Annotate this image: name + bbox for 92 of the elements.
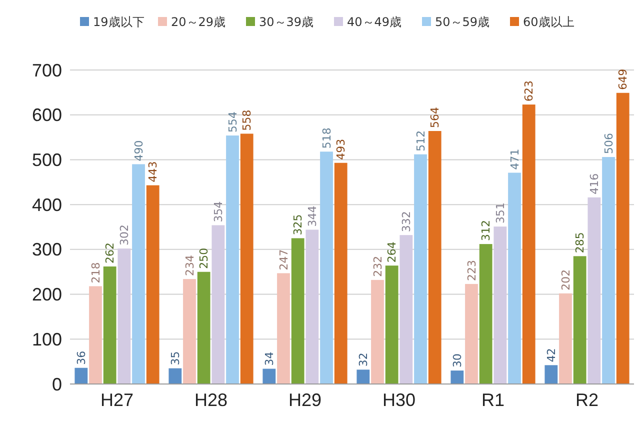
bar (356, 370, 370, 384)
data-label: 554 (226, 111, 240, 132)
bar (385, 266, 398, 384)
bar (240, 134, 254, 384)
data-label: 34 (263, 352, 276, 366)
bar (89, 286, 102, 384)
bar (414, 154, 427, 384)
x-tick-label: R1 (481, 390, 505, 410)
y-tick-label: 400 (32, 194, 62, 215)
data-label: 506 (602, 133, 616, 154)
bar (400, 235, 413, 384)
legend-label: 30～39歳 (259, 15, 314, 30)
bar (508, 172, 521, 384)
x-tick-label: H27 (100, 390, 134, 410)
bar (428, 131, 442, 384)
data-label: 351 (494, 202, 508, 224)
y-tick-label: 300 (32, 240, 62, 260)
legend-label: 50～59歳 (435, 15, 490, 30)
data-label: 558 (240, 110, 254, 131)
legend-label: 40～49歳 (347, 15, 402, 30)
data-label: 36 (75, 350, 88, 365)
data-label: 30 (451, 354, 464, 368)
data-label: 232 (371, 256, 384, 277)
bar (544, 365, 558, 384)
bar (494, 226, 507, 384)
bar (479, 244, 492, 384)
data-label: 285 (574, 232, 587, 254)
data-label: 250 (198, 248, 211, 269)
x-tick-label: H29 (288, 390, 322, 410)
y-tick-label: 200 (32, 284, 62, 305)
legend-label: 19歳以下 (93, 15, 144, 30)
x-tick-label: H30 (382, 390, 416, 410)
y-tick-label: 700 (32, 60, 62, 80)
bar (103, 266, 116, 384)
data-label: 416 (588, 173, 602, 194)
data-label: 493 (334, 138, 348, 160)
y-tick-label: 600 (32, 105, 62, 126)
y-tick-label: 500 (32, 150, 62, 170)
data-label: 564 (428, 107, 442, 128)
y-tick-label: 100 (32, 329, 62, 350)
bar (291, 238, 304, 384)
data-label: 32 (357, 352, 370, 367)
data-label: 234 (183, 255, 196, 276)
bar (559, 293, 572, 384)
data-label: 218 (89, 262, 102, 284)
bar (334, 162, 348, 384)
bar (371, 280, 384, 384)
data-label: 302 (118, 224, 132, 246)
data-label: 247 (277, 249, 290, 270)
bar (573, 256, 586, 384)
bar (146, 185, 160, 384)
bar (226, 135, 239, 384)
data-label: 332 (400, 211, 414, 232)
bar (465, 284, 478, 384)
x-tick-label: R2 (575, 390, 599, 410)
bar (132, 164, 145, 384)
bar (262, 368, 276, 384)
bar (320, 152, 333, 384)
data-label: 471 (508, 148, 522, 170)
bar (522, 104, 536, 384)
x-tick-label: H28 (194, 390, 228, 410)
data-label: 649 (616, 68, 630, 90)
data-label: 42 (545, 348, 558, 362)
data-label: 223 (465, 260, 478, 281)
data-label: 623 (522, 80, 536, 102)
data-label: 262 (104, 242, 117, 264)
data-label: 312 (480, 220, 493, 242)
legend-label: 60歳以上 (523, 15, 574, 30)
data-label: 35 (169, 351, 182, 366)
data-label: 354 (212, 201, 226, 222)
bar (118, 248, 131, 384)
bar (197, 272, 210, 384)
bar (168, 368, 182, 384)
data-label: 443 (146, 161, 160, 182)
data-label: 518 (320, 128, 334, 149)
data-label: 202 (559, 269, 572, 290)
bar (450, 370, 464, 384)
data-label: 490 (132, 140, 146, 162)
bar (212, 225, 225, 384)
data-label: 512 (414, 130, 428, 152)
bar (277, 273, 290, 384)
data-label: 344 (306, 206, 320, 227)
bar (74, 368, 88, 384)
y-tick-label: 0 (52, 374, 62, 394)
data-label: 325 (292, 214, 305, 236)
legend-label: 20～29歳 (171, 15, 226, 30)
bar (602, 157, 615, 384)
bar (588, 197, 601, 384)
data-label: 264 (386, 242, 399, 263)
bar (616, 92, 630, 384)
bar (306, 230, 319, 384)
bar (183, 279, 196, 384)
